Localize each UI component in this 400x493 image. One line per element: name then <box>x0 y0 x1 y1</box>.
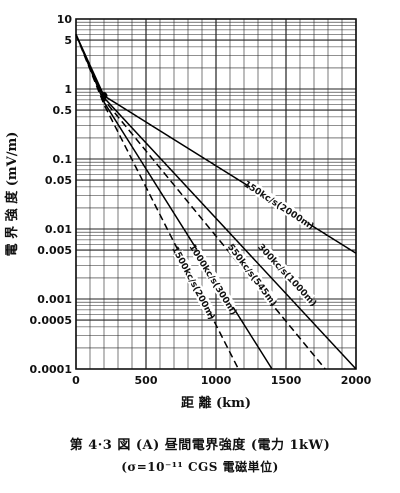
figure-caption-units: (σ=10⁻¹¹ CGS 電磁単位) <box>121 460 279 474</box>
x-tick-label: 2000 <box>341 374 372 387</box>
x-axis-label: 距 離 (km) <box>181 395 251 411</box>
y-tick-label: 0.05 <box>45 174 72 187</box>
figure-caption: 第 4·3 図 (A) 昼間電界強度 (電力 1kW) <box>69 438 331 453</box>
y-tick-label: 0.5 <box>53 104 73 117</box>
series-origin-dot <box>100 92 108 100</box>
axis-labels: 距 離 (km) 電 界 強 度 (mV/m) <box>4 132 251 411</box>
y-tick-label: 0.001 <box>37 293 72 306</box>
series-line <box>75 34 240 370</box>
y-tick-label: 10 <box>57 13 73 26</box>
y-tick-label: 0.1 <box>53 153 73 166</box>
y-tick-label: 1 <box>64 83 72 96</box>
series-label-bg <box>227 244 278 306</box>
x-tick-label: 1500 <box>271 374 302 387</box>
y-tick-label: 0.0001 <box>30 363 72 376</box>
y-tick-label: 0.01 <box>45 223 72 236</box>
plot-border <box>75 18 357 370</box>
series-label-bg <box>247 181 311 228</box>
grid <box>75 18 357 370</box>
y-tick-label: 0.0005 <box>30 314 72 327</box>
x-tick-label: 1000 <box>201 374 232 387</box>
plot-frame <box>75 18 357 370</box>
series-label: 150kc/s(2000m) <box>242 180 316 233</box>
x-tick-label: 0 <box>72 374 80 387</box>
chart: 150kc/s(2000m)300kc/s(1000m)550kc/s(545m… <box>4 13 372 411</box>
x-tick-label: 500 <box>135 374 158 387</box>
series-label-bg <box>173 250 215 316</box>
series-label-bg <box>260 246 315 304</box>
series-label-bg <box>190 247 237 311</box>
tick-labels: 0 500 1000 1500 2000 10 5 1 0.5 0.1 0.05 0.01 0.005 0… <box>30 13 372 387</box>
y-axis-label: 電 界 強 度 (mV/m) <box>4 132 20 257</box>
y-tick-label: 5 <box>64 34 72 47</box>
y-tick-label: 0.005 <box>37 244 72 257</box>
